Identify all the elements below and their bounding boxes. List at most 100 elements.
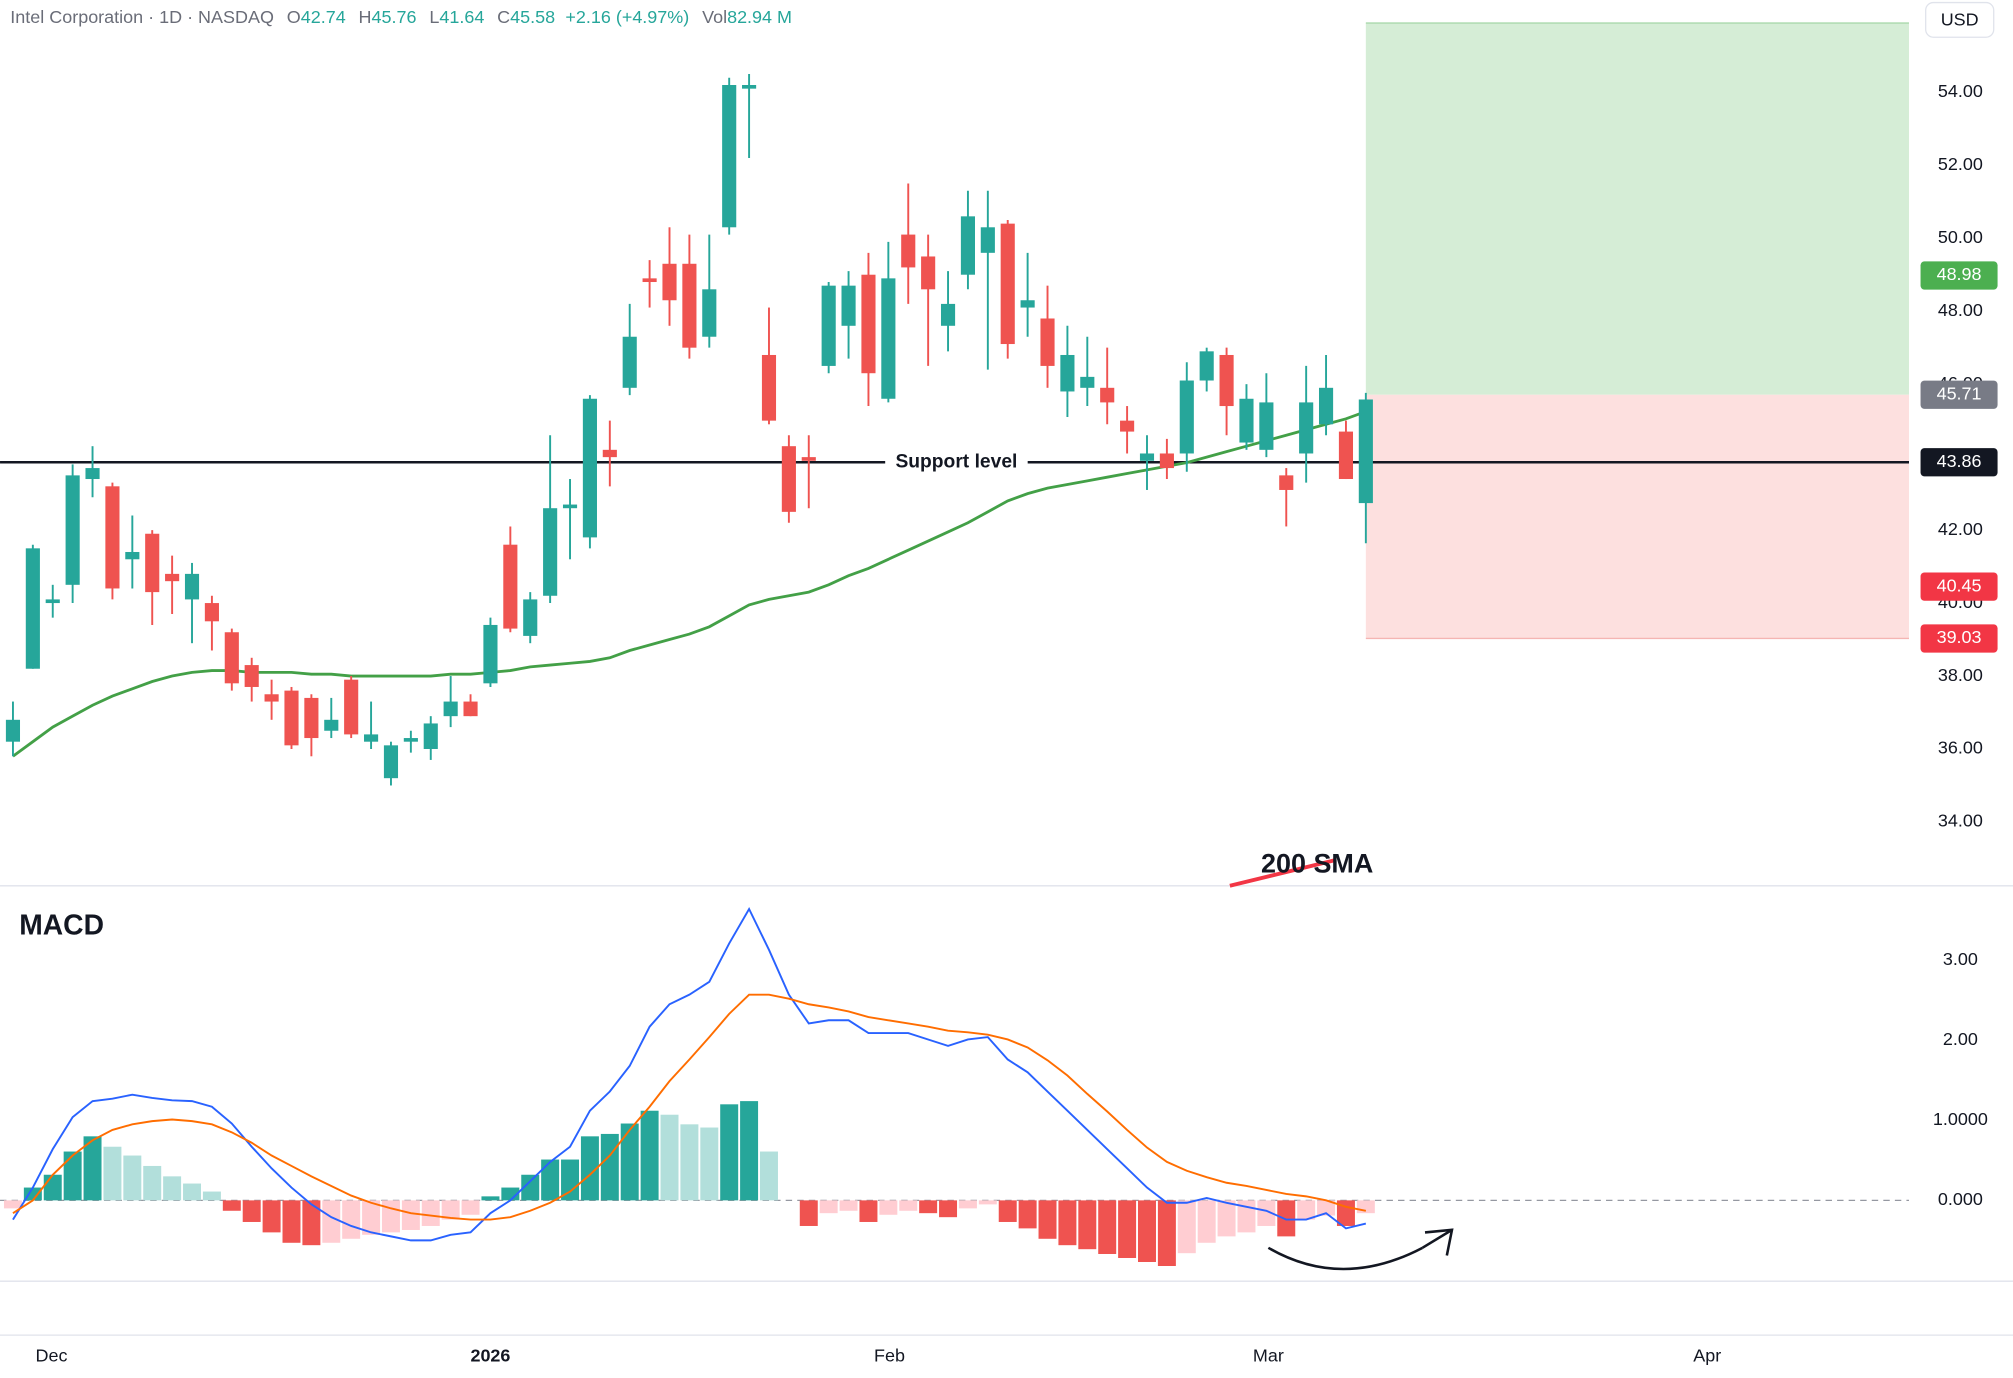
price-label-box	[1920, 572, 1998, 601]
histogram-bar	[381, 1200, 400, 1233]
histogram-bar	[1356, 1200, 1375, 1214]
y-tick-label: 42.00	[1938, 519, 1983, 539]
histogram-bar	[242, 1200, 261, 1222]
histogram-bar	[1177, 1200, 1196, 1254]
histogram-bar	[441, 1200, 460, 1220]
candle-body	[662, 263, 677, 301]
histogram-bar	[879, 1200, 898, 1215]
histogram-bar	[859, 1200, 878, 1222]
candle-body	[1219, 354, 1234, 407]
histogram-bar	[143, 1165, 162, 1201]
support-label-bg	[885, 449, 1028, 476]
candle-body	[1139, 453, 1155, 461]
histogram-bar	[83, 1136, 102, 1201]
histogram-bar	[1217, 1200, 1236, 1237]
candle-body	[125, 551, 140, 560]
ohlc-label: H	[359, 7, 372, 27]
histogram-bar	[1157, 1200, 1176, 1266]
price-pane: Support level	[0, 74, 1909, 786]
candle-body	[264, 694, 279, 702]
symbol-title: Intel Corporation · 1D · NASDAQ	[10, 7, 274, 27]
histogram-bar	[1078, 1200, 1097, 1250]
candle-body	[1338, 431, 1354, 480]
ohlc-value: 41.64	[439, 7, 484, 27]
volume-value: 82.94 M	[727, 7, 792, 27]
candle-body	[1120, 420, 1135, 432]
candle-body	[1279, 475, 1294, 490]
macd-pane	[0, 906, 1909, 1266]
candle-body	[65, 475, 80, 585]
candle-body	[364, 734, 379, 742]
macd-title: MACD	[19, 908, 104, 940]
candle-body	[761, 354, 777, 421]
currency-box[interactable]	[1925, 1, 1995, 38]
x-tick-label: Apr	[1693, 1346, 1721, 1366]
currency: USD	[1941, 9, 1979, 29]
y-tick-label: 3.00	[1943, 949, 1978, 969]
candle-body	[403, 738, 418, 742]
histogram-bar	[1038, 1200, 1057, 1239]
y-tick-label: 48.00	[1938, 300, 1983, 320]
histogram-bar	[680, 1124, 699, 1201]
histogram-bar	[759, 1151, 778, 1201]
candle-body	[1000, 223, 1015, 345]
price-label-box	[1920, 624, 1998, 653]
y-tick-label: 34.00	[1938, 811, 1983, 831]
histogram-bar	[322, 1200, 341, 1243]
price-label: 48.98	[1937, 264, 1982, 284]
macd-line	[12, 906, 1367, 1242]
x-tick-label: Feb	[874, 1346, 905, 1366]
candle-body	[443, 701, 458, 717]
change: +2.16 (+4.97%)	[565, 7, 689, 27]
histogram-bar	[600, 1133, 619, 1201]
histogram-bar	[620, 1123, 639, 1201]
histogram-bar	[222, 1200, 241, 1211]
candle-body	[1299, 402, 1314, 454]
histogram-bar	[461, 1200, 480, 1215]
histogram-bar	[3, 1200, 22, 1209]
histogram-bar	[521, 1174, 540, 1201]
candle-body	[1020, 300, 1035, 308]
candle-body	[861, 274, 876, 374]
candle-body	[1060, 354, 1075, 392]
y-tick-label: 52.00	[1938, 154, 1983, 174]
candle-body	[1318, 387, 1334, 425]
histogram-bar	[978, 1200, 997, 1205]
candle-body	[463, 701, 478, 717]
signal-line	[12, 993, 1367, 1221]
price-label-box	[1920, 448, 1998, 477]
candle-body	[165, 573, 180, 582]
loss-zone	[1365, 394, 1909, 639]
histogram-bar	[541, 1159, 560, 1201]
histogram-bar	[998, 1200, 1017, 1222]
price-label-box	[1920, 261, 1998, 290]
histogram-bar	[1257, 1200, 1276, 1226]
histogram-bar	[362, 1200, 381, 1235]
price-label: 43.86	[1937, 451, 1982, 471]
candle-body	[582, 398, 597, 538]
candle-body	[801, 457, 816, 461]
histogram-bar	[202, 1191, 221, 1201]
candle-body	[702, 289, 717, 337]
y-tick-label: 36.00	[1938, 738, 1983, 758]
annotation-text: 200 SMA	[1261, 848, 1373, 878]
candle-body	[921, 256, 936, 290]
candle-body	[25, 548, 40, 669]
candle-body	[1100, 387, 1115, 403]
candle-body	[980, 227, 995, 253]
ohlc-value: 42.74	[301, 7, 346, 27]
profit-zone	[1365, 22, 1909, 395]
histogram-bar	[1138, 1200, 1156, 1262]
support-label: Support level	[895, 451, 1017, 472]
price-label: 40.45	[1937, 575, 1982, 595]
histogram-bar	[740, 1101, 759, 1201]
candle-body	[304, 697, 319, 739]
candle-body	[543, 508, 558, 596]
candle-body	[85, 468, 100, 480]
histogram-bar	[481, 1196, 500, 1201]
histogram-bar	[63, 1151, 82, 1201]
candle-body	[503, 544, 518, 629]
